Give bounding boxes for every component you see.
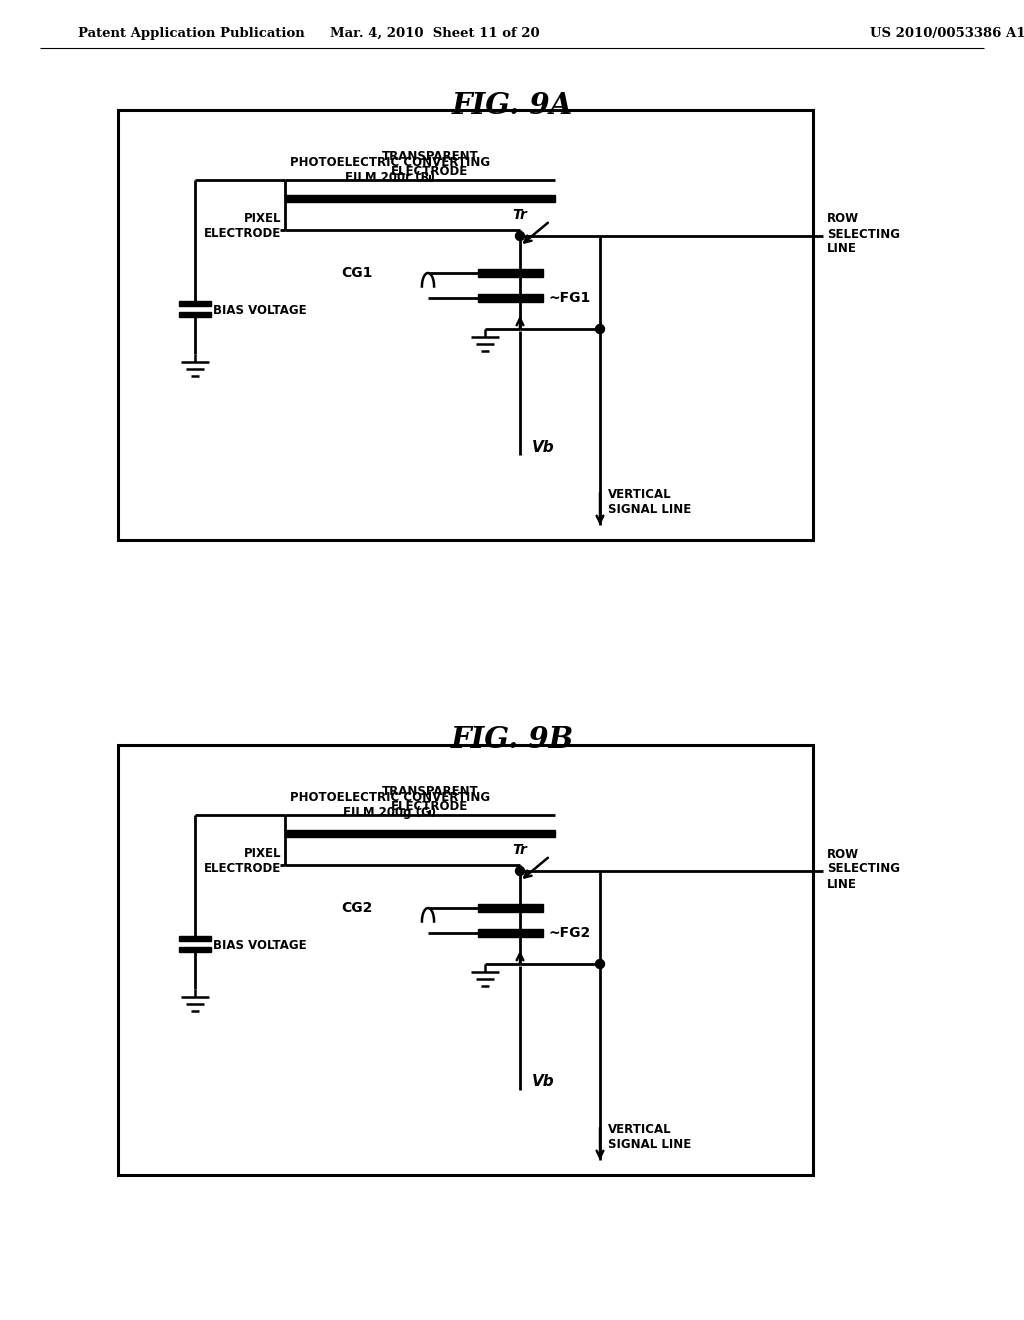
- Bar: [179, 936, 211, 940]
- Text: CG2: CG2: [342, 902, 373, 915]
- Text: PHOTOELECTRIC CONVERTING
FILM 200r (R): PHOTOELECTRIC CONVERTING FILM 200r (R): [290, 156, 490, 183]
- Text: VERTICAL
SIGNAL LINE: VERTICAL SIGNAL LINE: [608, 1123, 691, 1151]
- Bar: [179, 312, 211, 317]
- Circle shape: [515, 866, 524, 875]
- Text: ROW
SELECTING
LINE: ROW SELECTING LINE: [827, 213, 900, 256]
- Text: TRANSPARENT
ELECTRODE: TRANSPARENT ELECTRODE: [382, 785, 478, 813]
- Text: PHOTOELECTRIC CONVERTING
FILM 200g (G): PHOTOELECTRIC CONVERTING FILM 200g (G): [290, 791, 490, 818]
- Circle shape: [596, 960, 604, 969]
- Text: US 2010/0053386 A1: US 2010/0053386 A1: [870, 26, 1024, 40]
- Text: FIG. 9A: FIG. 9A: [452, 91, 572, 120]
- Text: Patent Application Publication: Patent Application Publication: [78, 26, 305, 40]
- Text: BIAS VOLTAGE: BIAS VOLTAGE: [213, 304, 306, 317]
- Bar: [118, 110, 813, 540]
- Text: CG1: CG1: [342, 267, 373, 280]
- Text: BIAS VOLTAGE: BIAS VOLTAGE: [213, 939, 306, 952]
- Text: PIXEL
ELECTRODE: PIXEL ELECTRODE: [204, 847, 281, 875]
- Bar: [478, 929, 543, 937]
- Text: Vb: Vb: [532, 1074, 555, 1089]
- Bar: [478, 904, 543, 912]
- Bar: [285, 195, 555, 202]
- Text: Mar. 4, 2010  Sheet 11 of 20: Mar. 4, 2010 Sheet 11 of 20: [330, 26, 540, 40]
- Text: Vb: Vb: [532, 440, 555, 454]
- Text: ~FG1: ~FG1: [548, 290, 590, 305]
- Text: FIG. 9B: FIG. 9B: [451, 726, 573, 755]
- Text: ~FG2: ~FG2: [548, 927, 590, 940]
- Circle shape: [515, 231, 524, 240]
- Text: Tr: Tr: [512, 843, 527, 857]
- Bar: [478, 294, 543, 302]
- Bar: [478, 269, 543, 277]
- Circle shape: [596, 325, 604, 334]
- Text: ROW
SELECTING
LINE: ROW SELECTING LINE: [827, 847, 900, 891]
- Text: Tr: Tr: [512, 209, 527, 222]
- Bar: [285, 830, 555, 837]
- Text: VERTICAL
SIGNAL LINE: VERTICAL SIGNAL LINE: [608, 488, 691, 516]
- Text: PIXEL
ELECTRODE: PIXEL ELECTRODE: [204, 213, 281, 240]
- Bar: [179, 946, 211, 952]
- Text: TRANSPARENT
ELECTRODE: TRANSPARENT ELECTRODE: [382, 150, 478, 178]
- Bar: [179, 301, 211, 305]
- Bar: [118, 744, 813, 1175]
